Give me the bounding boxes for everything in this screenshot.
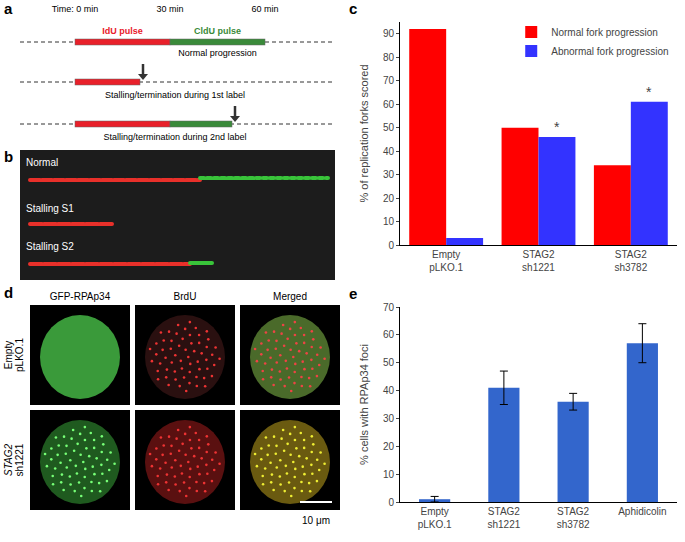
svg-text:90: 90 [383, 28, 395, 39]
svg-text:60: 60 [383, 329, 395, 340]
svg-text:EmptypLKO.1: EmptypLKO.1 [429, 249, 463, 273]
svg-text:a: a [4, 0, 13, 17]
svg-text:0: 0 [388, 497, 394, 508]
svg-text:30 min: 30 min [156, 4, 183, 14]
svg-text:d: d [4, 284, 13, 301]
svg-text:60: 60 [383, 99, 395, 110]
svg-text:STAG2sh1221: STAG2sh1221 [487, 506, 520, 530]
svg-text:Stalling S2: Stalling S2 [26, 241, 74, 252]
svg-text:STAG2sh1221: STAG2sh1221 [522, 249, 555, 273]
svg-text:Merged: Merged [273, 291, 307, 302]
svg-text:*: * [646, 84, 652, 100]
svg-text:CldU pulse: CldU pulse [194, 26, 241, 36]
svg-text:50: 50 [383, 357, 395, 368]
svg-text:0: 0 [388, 240, 394, 251]
svg-text:Time: 0 min: Time: 0 min [52, 4, 99, 14]
svg-text:10: 10 [383, 216, 395, 227]
svg-text:Stalling/termination during 2n: Stalling/termination during 2nd label [103, 132, 246, 142]
svg-text:EmptypLKO.1: EmptypLKO.1 [418, 506, 452, 530]
svg-text:30: 30 [383, 169, 395, 180]
svg-text:EmptypLKO.1: EmptypLKO.1 [3, 338, 25, 372]
svg-text:c: c [349, 0, 357, 17]
svg-text:50: 50 [383, 122, 395, 133]
svg-text:% cells with RPAp34 foci: % cells with RPAp34 foci [358, 344, 370, 465]
svg-text:60 min: 60 min [251, 4, 278, 14]
svg-text:STAG2sh3782: STAG2sh3782 [614, 249, 647, 273]
svg-text:Normal: Normal [26, 157, 58, 168]
svg-text:GFP-RPAp34: GFP-RPAp34 [50, 291, 111, 302]
svg-text:STAG2sh3782: STAG2sh3782 [557, 506, 590, 530]
svg-text:70: 70 [383, 75, 395, 86]
svg-text:30: 30 [383, 413, 395, 424]
svg-text:Stalling S1: Stalling S1 [26, 203, 74, 214]
svg-text:e: e [349, 285, 357, 302]
svg-text:40: 40 [383, 146, 395, 157]
svg-text:*: * [554, 119, 560, 135]
svg-text:BrdU: BrdU [174, 291, 197, 302]
svg-text:Abnormal fork progression: Abnormal fork progression [551, 46, 668, 57]
svg-text:IdU pulse: IdU pulse [102, 26, 143, 36]
svg-text:20: 20 [383, 193, 395, 204]
svg-text:Stalling/termination during 1s: Stalling/termination during 1st label [105, 90, 245, 100]
svg-text:80: 80 [383, 52, 395, 63]
svg-text:b: b [4, 148, 13, 165]
svg-text:70: 70 [383, 302, 395, 313]
svg-text:Normal progression: Normal progression [178, 48, 257, 58]
svg-text:10: 10 [383, 469, 395, 480]
svg-text:% of replication forks scored: % of replication forks scored [358, 64, 370, 202]
svg-text:Normal fork progression: Normal fork progression [551, 27, 658, 38]
svg-text:Aphidicolin: Aphidicolin [618, 506, 666, 517]
svg-text:STAG2sh1221: STAG2sh1221 [3, 443, 25, 476]
svg-text:20: 20 [383, 441, 395, 452]
svg-text:10 μm: 10 μm [302, 515, 330, 526]
svg-text:40: 40 [383, 385, 395, 396]
